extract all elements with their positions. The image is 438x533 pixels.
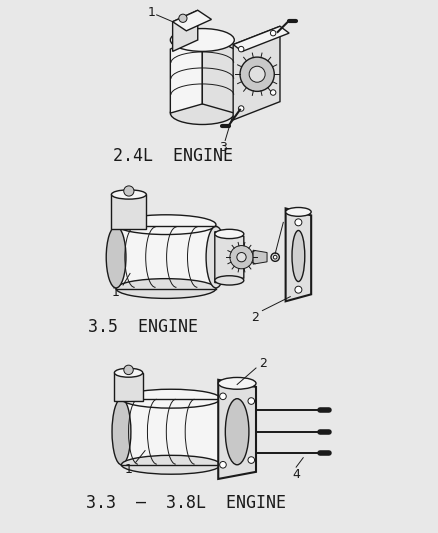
Polygon shape (214, 232, 243, 282)
Ellipse shape (285, 207, 311, 216)
Polygon shape (114, 373, 142, 401)
Ellipse shape (205, 227, 225, 288)
Polygon shape (218, 380, 255, 479)
Ellipse shape (218, 377, 255, 389)
Circle shape (247, 457, 254, 463)
Ellipse shape (170, 102, 234, 125)
Polygon shape (233, 26, 289, 51)
Circle shape (178, 14, 187, 22)
Ellipse shape (116, 279, 215, 298)
Circle shape (219, 462, 226, 468)
Circle shape (230, 246, 253, 269)
Circle shape (238, 106, 244, 111)
Polygon shape (233, 26, 279, 120)
Ellipse shape (170, 29, 234, 51)
Circle shape (240, 57, 274, 91)
Circle shape (270, 90, 275, 95)
Circle shape (270, 30, 275, 36)
Circle shape (270, 253, 279, 261)
Circle shape (124, 365, 133, 375)
Circle shape (294, 286, 301, 293)
Polygon shape (202, 33, 234, 113)
Text: 3.3  –  3.8L  ENGINE: 3.3 – 3.8L ENGINE (86, 494, 286, 512)
Polygon shape (111, 195, 146, 229)
Polygon shape (170, 33, 202, 113)
Circle shape (238, 46, 244, 52)
Circle shape (249, 66, 265, 82)
Circle shape (219, 393, 226, 400)
Polygon shape (121, 399, 220, 465)
Ellipse shape (111, 190, 146, 199)
Circle shape (247, 398, 254, 405)
Circle shape (237, 253, 246, 262)
Text: 2: 2 (258, 357, 266, 370)
Polygon shape (253, 250, 266, 264)
Ellipse shape (106, 227, 126, 288)
Text: 4: 4 (292, 468, 300, 481)
Polygon shape (116, 227, 215, 287)
Text: 3: 3 (219, 141, 226, 154)
Ellipse shape (121, 455, 220, 474)
Circle shape (294, 219, 301, 226)
Bar (116, 226, 215, 288)
Text: 1: 1 (124, 463, 132, 476)
Polygon shape (285, 208, 311, 301)
Polygon shape (172, 10, 197, 51)
Circle shape (273, 255, 276, 259)
Ellipse shape (116, 215, 215, 235)
Circle shape (124, 186, 134, 196)
Polygon shape (172, 10, 211, 31)
Ellipse shape (214, 276, 243, 285)
Text: 3.5  ENGINE: 3.5 ENGINE (88, 318, 198, 336)
Ellipse shape (114, 368, 142, 377)
Text: 1: 1 (112, 286, 120, 298)
Ellipse shape (291, 230, 304, 281)
Ellipse shape (225, 399, 248, 465)
Ellipse shape (121, 389, 220, 408)
Text: 2: 2 (251, 311, 259, 324)
Ellipse shape (214, 229, 243, 239)
Ellipse shape (112, 399, 131, 465)
Text: 5: 5 (283, 209, 291, 222)
Text: 2.4L  ENGINE: 2.4L ENGINE (113, 148, 233, 165)
Text: 1: 1 (148, 6, 155, 19)
